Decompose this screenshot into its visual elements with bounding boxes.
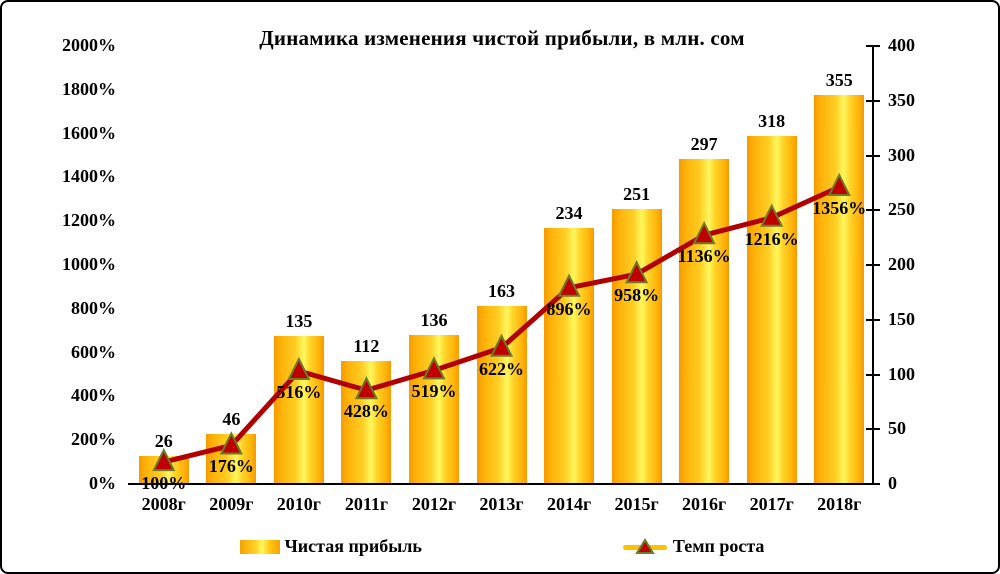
bar-value-label: 46 — [222, 408, 241, 429]
bar-2013г — [476, 305, 527, 484]
right-axis-label: 50 — [888, 418, 906, 439]
x-axis-label-2009г: 2009г — [209, 494, 254, 514]
left-axis-label: 1600% — [62, 122, 116, 143]
x-axis-label-2018г: 2018г — [817, 494, 862, 514]
x-axis-label-2015г: 2015г — [614, 494, 659, 514]
bar-value-label: 112 — [353, 336, 380, 357]
bar-2012г — [408, 335, 459, 484]
right-axis-label: 200 — [888, 254, 915, 274]
line-value-label: 1356% — [812, 198, 867, 219]
right-axis-label: 400 — [888, 35, 915, 55]
right-axis-label: 350 — [888, 89, 915, 110]
x-axis-label-2011г: 2011г — [344, 494, 388, 514]
right-axis-tick — [866, 154, 880, 157]
line-value-label: 516% — [276, 381, 322, 402]
bar-2015г — [611, 209, 662, 484]
legend: Чистая прибыль Темп роста — [2, 536, 998, 557]
right-axis-label: 100 — [888, 363, 915, 384]
line-value-label: 1216% — [744, 228, 799, 249]
legend-label-growth-rate: Темп роста — [672, 536, 765, 556]
bar-value-label: 297 — [690, 133, 718, 154]
line-value-label: 428% — [343, 401, 389, 422]
right-axis-tick — [866, 373, 880, 376]
left-axis-label: 400% — [71, 385, 116, 406]
bar-value-label: 318 — [758, 110, 786, 131]
left-axis-label: 0% — [89, 473, 116, 493]
right-axis-tick — [866, 99, 880, 102]
left-axis-label: 200% — [71, 429, 116, 450]
right-axis-tick — [866, 318, 880, 321]
x-axis-line — [128, 483, 875, 485]
bar-value-label: 234 — [555, 202, 583, 223]
line-value-label: 100% — [141, 473, 187, 494]
x-axis-label-2012г: 2012г — [411, 494, 457, 514]
bar-value-label: 136 — [420, 310, 448, 331]
left-axis-label: 1400% — [62, 166, 116, 187]
legend-label-net-profit: Чистая прибыль — [284, 536, 422, 556]
right-axis-label: 250 — [888, 199, 915, 220]
left-axis-label: 1000% — [62, 254, 116, 274]
right-axis-label: 300 — [888, 144, 915, 165]
right-axis-label: 150 — [888, 308, 915, 329]
line-value-label: 519% — [411, 381, 457, 402]
left-axis-label: 1200% — [62, 210, 116, 231]
net-profit-swatch-icon — [239, 539, 280, 554]
left-axis-label: 600% — [71, 341, 116, 362]
bar-value-label: 26 — [154, 430, 173, 451]
right-axis-tick — [866, 209, 880, 212]
bar-2018г — [814, 95, 865, 484]
bar-value-label: 135 — [285, 311, 313, 332]
bar-2010г — [273, 336, 324, 484]
left-axis-label: 2000% — [62, 35, 116, 55]
legend-item-net-profit: Чистая прибыль — [239, 536, 422, 557]
x-axis-label-2017г: 2017г — [749, 494, 794, 514]
right-axis-label: 0 — [888, 473, 897, 493]
x-axis-label-2016г: 2016г — [682, 494, 727, 514]
bar-2017г — [746, 135, 797, 484]
chart-title: Динамика изменения чистой прибыли, в млн… — [259, 26, 745, 50]
bar-2014г — [544, 227, 595, 484]
x-axis-label-2014г: 2014г — [546, 494, 592, 514]
bar-value-label: 355 — [825, 70, 853, 91]
right-axis-tick — [866, 45, 880, 47]
legend-item-growth-rate: Темп роста — [622, 536, 765, 557]
line-value-label: 1136% — [677, 246, 731, 267]
x-axis-label-2013г: 2013г — [479, 494, 524, 514]
x-axis-label-2008г: 2008г — [141, 494, 186, 514]
line-value-label: 622% — [479, 358, 524, 379]
growth-rate-swatch-icon — [622, 537, 668, 556]
bar-2011г — [341, 361, 392, 484]
line-value-label: 958% — [614, 285, 660, 306]
line-value-label: 896% — [546, 298, 592, 319]
x-axis-label-2010г: 2010г — [276, 494, 321, 514]
left-axis-label: 800% — [71, 297, 116, 318]
right-axis-tick — [866, 264, 880, 266]
bar-value-label: 251 — [623, 184, 651, 205]
line-value-label: 176% — [208, 456, 254, 477]
bar-2016г — [679, 158, 730, 484]
right-axis-tick — [866, 428, 880, 431]
left-axis-label: 1800% — [62, 78, 116, 99]
